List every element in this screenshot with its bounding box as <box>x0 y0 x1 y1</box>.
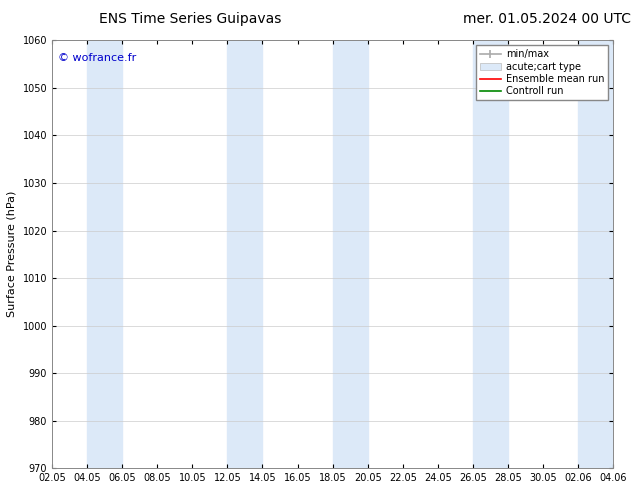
Bar <box>228 40 262 468</box>
Text: mer. 01.05.2024 00 UTC: mer. 01.05.2024 00 UTC <box>463 12 631 26</box>
Bar <box>87 40 122 468</box>
Text: © wofrance.fr: © wofrance.fr <box>58 53 136 63</box>
Bar <box>578 40 613 468</box>
Y-axis label: Surface Pressure (hPa): Surface Pressure (hPa) <box>7 191 17 318</box>
Text: ENS Time Series Guipavas: ENS Time Series Guipavas <box>99 12 281 26</box>
Legend: min/max, acute;cart type, Ensemble mean run, Controll run: min/max, acute;cart type, Ensemble mean … <box>476 45 609 100</box>
Bar <box>333 40 368 468</box>
Bar <box>473 40 508 468</box>
